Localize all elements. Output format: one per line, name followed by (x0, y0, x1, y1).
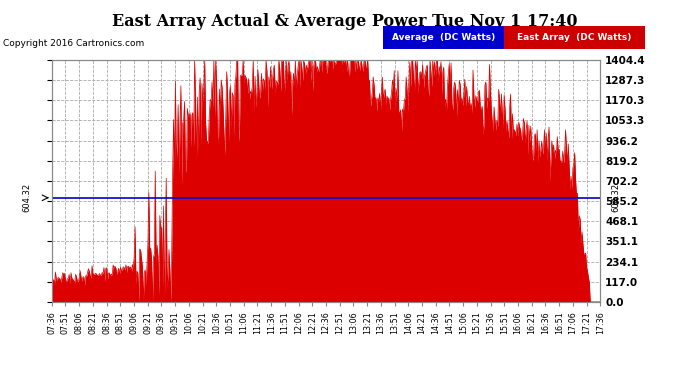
Text: Average  (DC Watts): Average (DC Watts) (392, 33, 495, 42)
Text: 604.32: 604.32 (611, 183, 620, 212)
Text: East Array  (DC Watts): East Array (DC Watts) (518, 33, 631, 42)
Text: 604.32: 604.32 (22, 183, 31, 212)
Text: Copyright 2016 Cartronics.com: Copyright 2016 Cartronics.com (3, 39, 145, 48)
Text: East Array Actual & Average Power Tue Nov 1 17:40: East Array Actual & Average Power Tue No… (112, 13, 578, 30)
